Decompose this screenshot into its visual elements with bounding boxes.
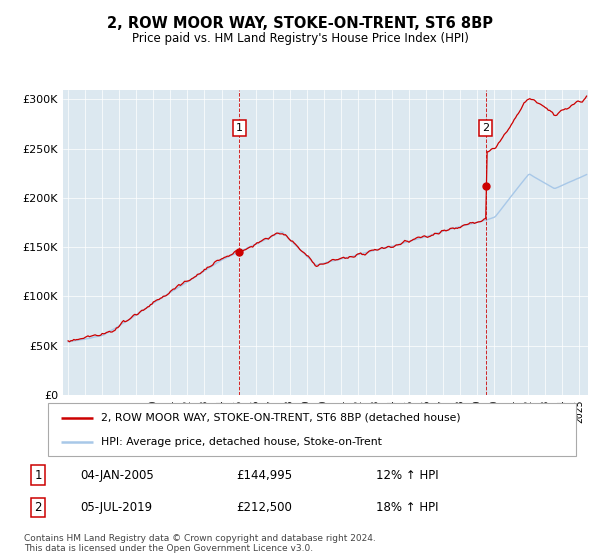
Text: 1: 1 bbox=[236, 123, 243, 133]
Text: 12% ↑ HPI: 12% ↑ HPI bbox=[376, 469, 438, 482]
Text: 2: 2 bbox=[34, 501, 42, 514]
Text: HPI: Average price, detached house, Stoke-on-Trent: HPI: Average price, detached house, Stok… bbox=[101, 437, 382, 447]
Text: Price paid vs. HM Land Registry's House Price Index (HPI): Price paid vs. HM Land Registry's House … bbox=[131, 32, 469, 45]
Text: Contains HM Land Registry data © Crown copyright and database right 2024.
This d: Contains HM Land Registry data © Crown c… bbox=[24, 534, 376, 553]
Text: 2, ROW MOOR WAY, STOKE-ON-TRENT, ST6 8BP: 2, ROW MOOR WAY, STOKE-ON-TRENT, ST6 8BP bbox=[107, 16, 493, 31]
Text: 2, ROW MOOR WAY, STOKE-ON-TRENT, ST6 8BP (detached house): 2, ROW MOOR WAY, STOKE-ON-TRENT, ST6 8BP… bbox=[101, 413, 460, 423]
Text: £144,995: £144,995 bbox=[236, 469, 292, 482]
Text: 18% ↑ HPI: 18% ↑ HPI bbox=[376, 501, 438, 514]
Text: 1: 1 bbox=[34, 469, 42, 482]
Text: 05-JUL-2019: 05-JUL-2019 bbox=[80, 501, 152, 514]
Text: 04-JAN-2005: 04-JAN-2005 bbox=[80, 469, 154, 482]
Text: 2: 2 bbox=[482, 123, 489, 133]
Text: £212,500: £212,500 bbox=[236, 501, 292, 514]
